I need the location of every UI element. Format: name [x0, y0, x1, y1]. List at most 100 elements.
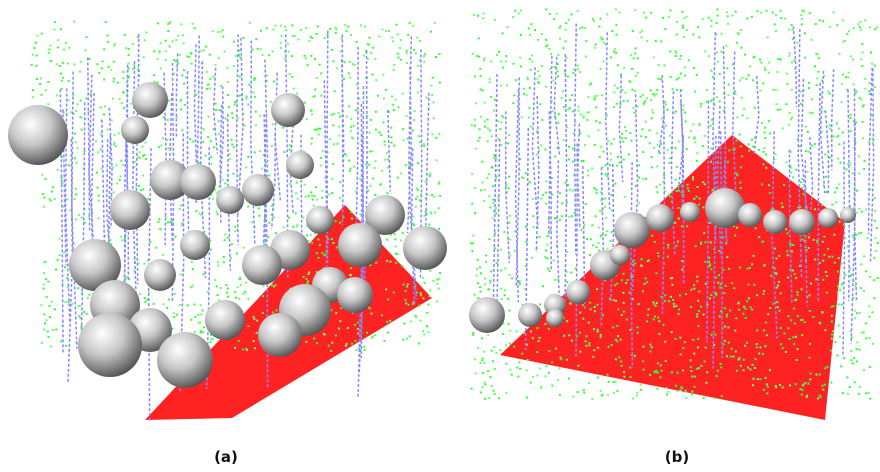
leaf-point	[548, 372, 550, 374]
leaf-point	[254, 96, 256, 98]
leaf-point	[838, 143, 840, 145]
leaf-point	[89, 58, 91, 60]
leaf-point	[496, 262, 498, 264]
leaf-point	[77, 103, 79, 105]
leaf-point	[418, 79, 420, 81]
leaf-point	[800, 319, 802, 321]
leaf-point	[506, 363, 508, 365]
leaf-point	[539, 103, 541, 105]
leaf-point	[495, 157, 497, 159]
leaf-point	[338, 126, 340, 128]
leaf-point	[850, 114, 852, 116]
leaf-point	[482, 182, 484, 184]
leaf-point	[656, 186, 658, 188]
leaf-point	[233, 146, 235, 148]
leaf-point	[192, 23, 194, 25]
leaf-point	[724, 326, 726, 328]
leaf-point	[270, 101, 272, 103]
leaf-point	[546, 244, 548, 246]
leaf-point	[206, 88, 208, 90]
leaf-point	[818, 57, 820, 59]
leaf-point	[330, 350, 332, 352]
leaf-point	[409, 22, 411, 24]
leaf-point	[46, 296, 48, 298]
leaf-point	[850, 350, 852, 352]
leaf-point	[833, 11, 835, 13]
leaf-point	[737, 116, 739, 118]
leaf-point	[389, 320, 391, 322]
leaf-point	[714, 334, 716, 336]
leaf-point	[741, 155, 743, 157]
leaf-point	[585, 56, 587, 58]
leaf-point	[775, 14, 777, 16]
leaf-point	[676, 245, 678, 247]
leaf-point	[727, 161, 729, 163]
leaf-point	[759, 378, 761, 380]
leaf-point	[47, 103, 49, 105]
leaf-point	[203, 273, 205, 275]
leaf-point	[720, 363, 722, 365]
leaf-point	[822, 20, 824, 22]
leaf-point	[687, 187, 689, 189]
leaf-point	[706, 382, 708, 384]
leaf-point	[417, 162, 419, 164]
leaf-point	[803, 193, 805, 195]
leaf-point	[704, 183, 706, 185]
leaf-point	[85, 49, 87, 51]
leaf-point	[35, 42, 37, 44]
leaf-point	[202, 331, 204, 333]
leaf-point	[439, 82, 441, 84]
leaf-point	[768, 184, 770, 186]
leaf-point	[272, 123, 274, 125]
leaf-point	[588, 382, 590, 384]
leaf-point	[496, 54, 498, 56]
leaf-point	[364, 26, 366, 28]
leaf-point	[234, 230, 236, 232]
leaf-point	[159, 228, 161, 230]
leaf-point	[563, 47, 565, 49]
leaf-point	[708, 55, 710, 57]
leaf-point	[787, 327, 789, 329]
leaf-point	[650, 351, 652, 353]
leaf-point	[297, 224, 299, 226]
leaf-point	[45, 278, 47, 280]
leaf-point	[808, 247, 810, 249]
leaf-point	[586, 335, 588, 337]
leaf-point	[613, 51, 615, 53]
leaf-point	[684, 75, 686, 77]
leaf-point	[160, 144, 162, 146]
leaf-point	[319, 64, 321, 66]
leaf-point	[479, 286, 481, 288]
leaf-point	[713, 344, 715, 346]
leaf-point	[244, 291, 246, 293]
leaf-point	[335, 27, 337, 29]
leaf-point	[645, 178, 647, 180]
leaf-point	[275, 232, 277, 234]
leaf-point	[861, 65, 863, 67]
leaf-point	[616, 283, 618, 285]
leaf-point	[432, 77, 434, 79]
leaf-point	[725, 285, 727, 287]
leaf-point	[602, 394, 604, 396]
leaf-point	[764, 69, 766, 71]
leaf-point	[426, 325, 428, 327]
leaf-point	[416, 37, 418, 39]
leaf-point	[523, 332, 525, 334]
leaf-point	[728, 342, 730, 344]
leaf-point	[693, 288, 695, 290]
leaf-point	[68, 99, 70, 101]
leaf-point	[293, 88, 295, 90]
trunk	[342, 35, 343, 166]
leaf-point	[172, 40, 174, 42]
leaf-point	[572, 148, 574, 150]
leaf-point	[731, 14, 733, 16]
leaf-point	[472, 235, 474, 237]
leaf-point	[311, 109, 313, 111]
leaf-point	[409, 335, 411, 337]
leaf-point	[629, 376, 631, 378]
leaf-point	[331, 178, 333, 180]
trunk	[565, 54, 567, 307]
leaf-point	[310, 55, 312, 57]
leaf-point	[600, 36, 602, 38]
leaf-point	[728, 94, 730, 96]
